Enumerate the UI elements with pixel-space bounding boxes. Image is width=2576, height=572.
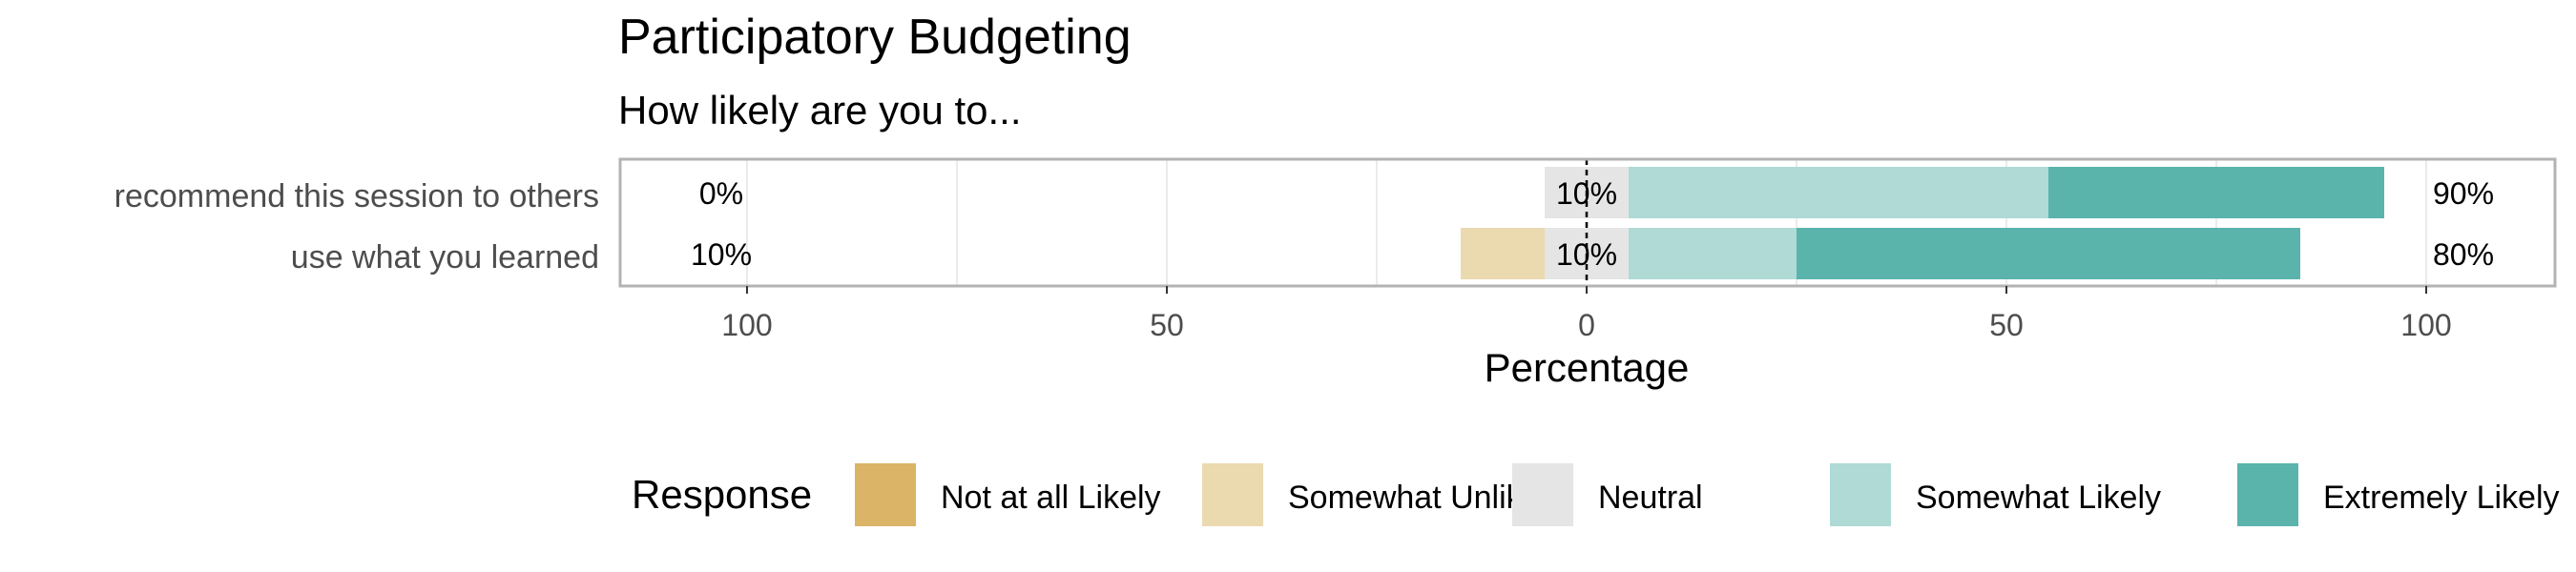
x-tick-label: 100 [2400,308,2451,342]
x-tick-label: 100 [721,308,772,342]
legend-key [1512,463,1573,526]
bar-extremely-likely [1797,228,2300,279]
legend-key [2237,463,2298,526]
legend-key [1202,463,1263,526]
left-percent-label: 10% [691,237,752,272]
bar-extremely-likely [2048,167,2384,218]
legend-key [855,463,916,526]
legend-label: Not at all Likely [941,480,1161,516]
right-percent-label: 80% [2433,237,2494,272]
y-tick-label: use what you learned [291,239,599,276]
legend-title: Response [632,472,812,517]
chart-title: Participatory Budgeting [618,10,1132,65]
x-tick-label: 0 [1578,308,1595,342]
legend-key [1830,463,1891,526]
plot-area: recommend this session to others use what… [114,157,2557,342]
legend-label: Extremely Likely [2323,480,2560,516]
legend-label: Neutral [1598,480,1703,516]
left-percent-label: 0% [699,176,743,211]
y-tick-label: recommend this session to others [114,178,599,214]
chart-subtitle: How likely are you to... [618,88,1022,133]
bar-somewhat-likely [1629,228,1797,279]
bar-somewhat-unlikely [1461,228,1545,279]
x-axis-title: Percentage [1485,345,1690,390]
bar-somewhat-likely [1629,167,2048,218]
legend: Response Not at all Likely Somewhat Unlik… [632,463,2560,526]
x-tick-label: 50 [1150,308,1184,342]
legend-label: Somewhat Likely [1916,480,2161,516]
x-tick-label: 50 [1989,308,2024,342]
right-percent-label: 90% [2433,176,2494,211]
